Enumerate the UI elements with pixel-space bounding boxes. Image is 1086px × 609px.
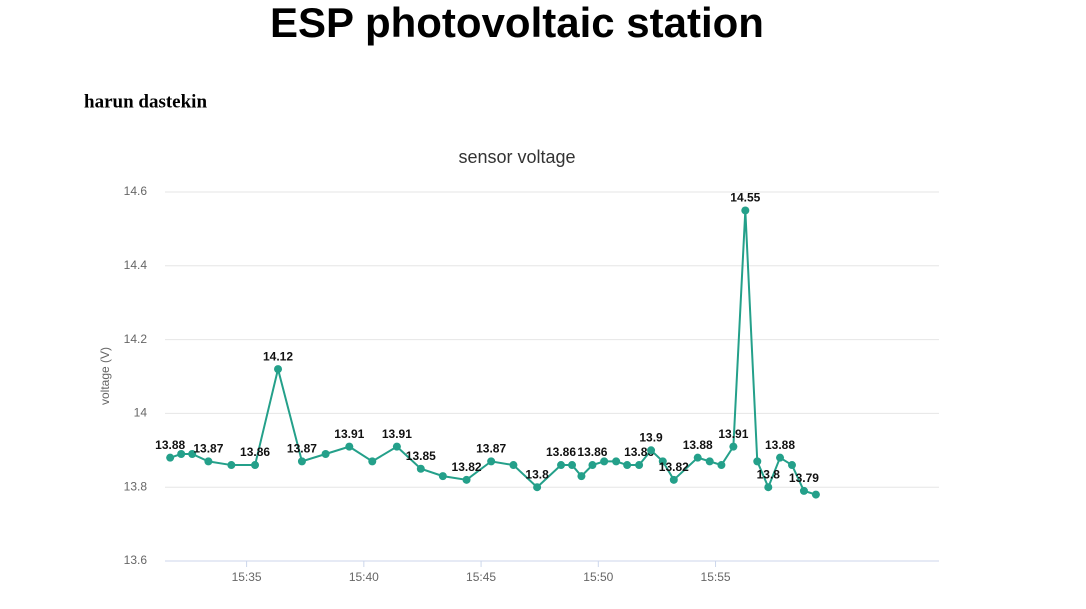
point <box>577 472 586 481</box>
point <box>533 483 542 492</box>
point <box>204 457 213 466</box>
data-label: 13.86 <box>577 445 607 459</box>
y-tick-label: 14.2 <box>124 332 148 346</box>
point <box>251 461 260 470</box>
point <box>669 475 678 484</box>
y-tick-label: 14.6 <box>124 184 148 198</box>
point <box>416 464 425 473</box>
line <box>169 210 817 496</box>
data-label: 13.88 <box>155 438 185 452</box>
data-label: 13.9 <box>639 430 663 444</box>
point <box>600 457 609 466</box>
data-label: 13.82 <box>659 460 689 474</box>
point <box>647 446 656 455</box>
point <box>568 461 577 470</box>
data-label: 13.85 <box>406 449 436 463</box>
point <box>345 442 354 451</box>
point <box>297 457 306 466</box>
point <box>811 490 820 499</box>
point <box>274 365 283 374</box>
point <box>438 472 447 481</box>
data-label: 13.79 <box>789 471 819 485</box>
y-tick-label: 14.4 <box>124 258 148 272</box>
data-label: 13.87 <box>476 442 506 456</box>
point <box>753 457 762 466</box>
page-title: ESP photovoltaic station <box>270 0 764 46</box>
point <box>227 461 236 470</box>
point <box>729 442 738 451</box>
data-label: 13.91 <box>382 427 412 441</box>
data-label: 13.8 <box>525 467 549 481</box>
point <box>487 457 496 466</box>
x-tick-label: 15:45 <box>466 570 496 584</box>
point <box>635 461 644 470</box>
point <box>717 461 726 470</box>
point <box>557 461 566 470</box>
data-label: 13.8 <box>757 467 781 481</box>
author: harun dastekin <box>84 91 207 112</box>
data-label: 13.88 <box>765 438 795 452</box>
point <box>776 453 785 462</box>
point <box>368 457 377 466</box>
data-label: 14.55 <box>730 191 760 205</box>
point <box>588 461 597 470</box>
x-tick-label: 15:50 <box>583 570 613 584</box>
point <box>177 449 186 458</box>
point <box>705 457 714 466</box>
point <box>612 457 621 466</box>
data-label: 13.87 <box>287 442 317 456</box>
point <box>787 461 796 470</box>
y-tick-label: 13.8 <box>124 479 148 493</box>
data-label: 13.88 <box>683 438 713 452</box>
chart-title: sensor voltage <box>458 147 575 167</box>
y-tick-label: 13.6 <box>124 553 148 567</box>
data-label: 13.91 <box>334 427 364 441</box>
data-label: 13.91 <box>718 427 748 441</box>
y-axis-label: voltage (V) <box>98 347 112 405</box>
point <box>658 457 667 466</box>
point <box>693 453 702 462</box>
y-tick-label: 14 <box>134 406 148 420</box>
x-tick-label: 15:55 <box>701 570 731 584</box>
point <box>741 206 750 215</box>
point <box>764 483 773 492</box>
data-label: 13.86 <box>624 445 654 459</box>
x-tick-label: 15:35 <box>232 570 262 584</box>
data-label: 13.87 <box>193 442 223 456</box>
data-label: 13.86 <box>546 445 576 459</box>
point <box>188 449 197 458</box>
x-tick-label: 15:40 <box>349 570 379 584</box>
point <box>166 453 175 462</box>
data-label: 14.12 <box>263 349 293 363</box>
point <box>623 461 632 470</box>
point <box>321 449 330 458</box>
point <box>799 486 808 495</box>
point <box>509 461 518 470</box>
point <box>462 475 471 484</box>
data-label: 13.86 <box>240 445 270 459</box>
data-label: 13.82 <box>452 460 482 474</box>
point <box>392 442 401 451</box>
